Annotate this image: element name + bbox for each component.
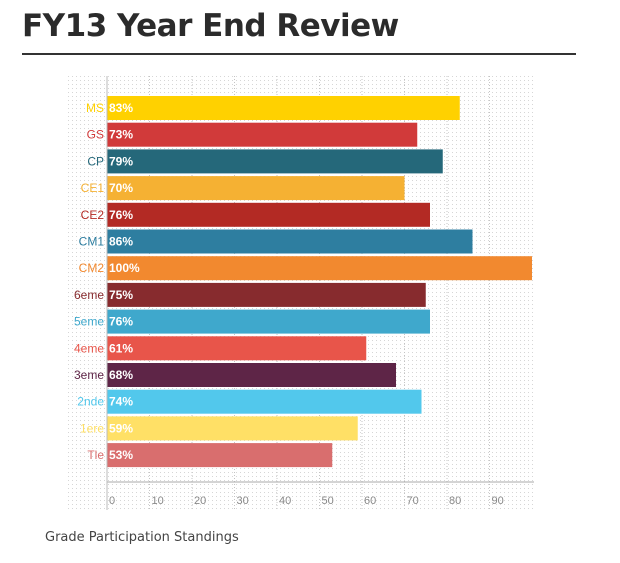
category-label: GS bbox=[87, 128, 104, 142]
bar bbox=[107, 336, 367, 361]
bar bbox=[107, 149, 443, 174]
bar bbox=[107, 202, 430, 227]
x-tick-label: 40 bbox=[279, 495, 291, 507]
category-label: MS bbox=[86, 101, 104, 115]
chart-container: MS 83% GS 73% CP 79% CE1 70% CE2 76% CM1 86% CM2 100%… bbox=[66, 75, 534, 511]
value-label: 53% bbox=[109, 448, 133, 462]
x-tick-label: 80 bbox=[449, 495, 461, 507]
x-tick-label: 20 bbox=[194, 495, 206, 507]
value-label: 74% bbox=[109, 395, 133, 409]
chart-caption: Grade Participation Standings bbox=[45, 530, 239, 545]
bar bbox=[107, 443, 333, 468]
category-label: CP bbox=[87, 154, 104, 168]
category-label: CM2 bbox=[79, 261, 105, 275]
category-label: 2nde bbox=[77, 395, 104, 409]
x-tick-label: 10 bbox=[152, 495, 164, 507]
value-label: 83% bbox=[109, 101, 133, 115]
value-label: 86% bbox=[109, 235, 133, 249]
value-label: 76% bbox=[109, 315, 133, 329]
value-label: 100% bbox=[109, 261, 140, 275]
category-label: CE2 bbox=[81, 208, 105, 222]
bar bbox=[107, 416, 358, 441]
category-label: CM1 bbox=[79, 235, 105, 249]
bar bbox=[107, 363, 396, 387]
bar bbox=[107, 122, 418, 147]
bar-chart: MS 83% GS 73% CP 79% CE1 70% CE2 76% CM1 86% CM2 100%… bbox=[66, 75, 534, 511]
x-tick-label: 70 bbox=[407, 495, 419, 507]
category-label: Tle bbox=[87, 448, 104, 462]
bar bbox=[107, 176, 405, 201]
x-tick-label: 50 bbox=[322, 495, 334, 507]
bar bbox=[107, 229, 473, 254]
category-label: CE1 bbox=[81, 181, 105, 195]
value-label: 70% bbox=[109, 181, 133, 195]
bar bbox=[107, 309, 430, 334]
x-tick-label: 0 bbox=[109, 495, 115, 507]
value-label: 75% bbox=[109, 288, 133, 302]
value-label: 79% bbox=[109, 154, 133, 168]
value-label: 59% bbox=[109, 421, 133, 435]
value-label: 68% bbox=[109, 368, 133, 382]
x-tick-label: 90 bbox=[492, 495, 504, 507]
bar bbox=[107, 96, 460, 120]
page-title: FY13 Year End Review bbox=[22, 8, 399, 44]
category-label: 1ere bbox=[80, 421, 104, 435]
bar bbox=[107, 389, 422, 414]
value-label: 61% bbox=[109, 341, 133, 355]
x-tick-label: 30 bbox=[237, 495, 249, 507]
category-label: 3eme bbox=[74, 368, 104, 382]
value-label: 76% bbox=[109, 208, 133, 222]
category-label: 6eme bbox=[74, 288, 104, 302]
x-tick-label: 60 bbox=[364, 495, 376, 507]
value-label: 73% bbox=[109, 128, 133, 142]
bar bbox=[107, 256, 532, 281]
category-label: 4eme bbox=[74, 341, 104, 355]
title-divider bbox=[22, 53, 576, 55]
bar bbox=[107, 282, 426, 307]
category-label: 5eme bbox=[74, 315, 104, 329]
